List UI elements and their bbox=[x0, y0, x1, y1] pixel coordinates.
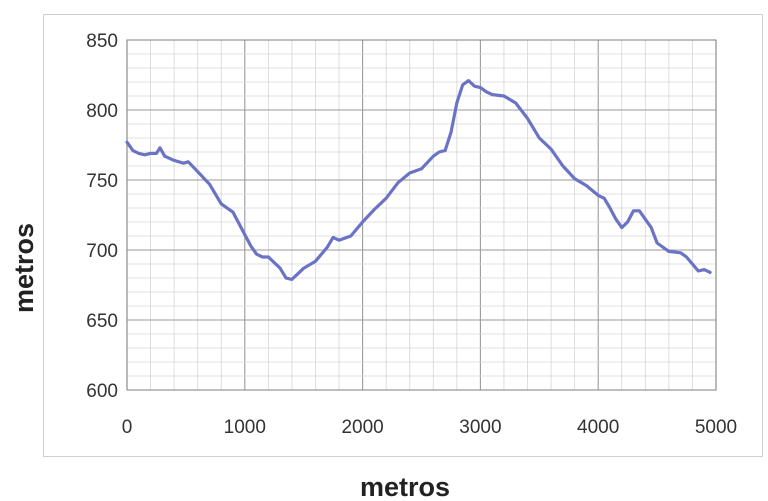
x-tick-label: 5000 bbox=[695, 417, 737, 438]
x-tick-label: 0 bbox=[122, 417, 133, 438]
elevation-series-line bbox=[125, 78, 712, 281]
y-tick-label: 850 bbox=[86, 31, 118, 52]
y-tick-label: 750 bbox=[86, 171, 118, 192]
x-tick-label: 3000 bbox=[459, 417, 501, 438]
x-tick-label: 2000 bbox=[341, 417, 383, 438]
x-axis-title: metros bbox=[360, 472, 450, 501]
y-tick-label: 650 bbox=[86, 311, 118, 332]
x-tick-label: 4000 bbox=[577, 417, 619, 438]
y-axis-title: metros bbox=[9, 223, 39, 313]
x-tick-label: 1000 bbox=[224, 417, 266, 438]
y-tick-label: 700 bbox=[86, 241, 118, 262]
plot-area-border bbox=[126, 39, 717, 391]
y-tick-label: 600 bbox=[86, 381, 118, 402]
grid-layer bbox=[126, 39, 717, 391]
series-layer bbox=[125, 78, 712, 281]
chart-frame bbox=[43, 14, 763, 457]
y-tick-label: 800 bbox=[86, 101, 118, 122]
tick-label-layer: 0 1000 2000 3000 4000 5000 600 650 700 750 800 850 bbox=[86, 31, 737, 438]
